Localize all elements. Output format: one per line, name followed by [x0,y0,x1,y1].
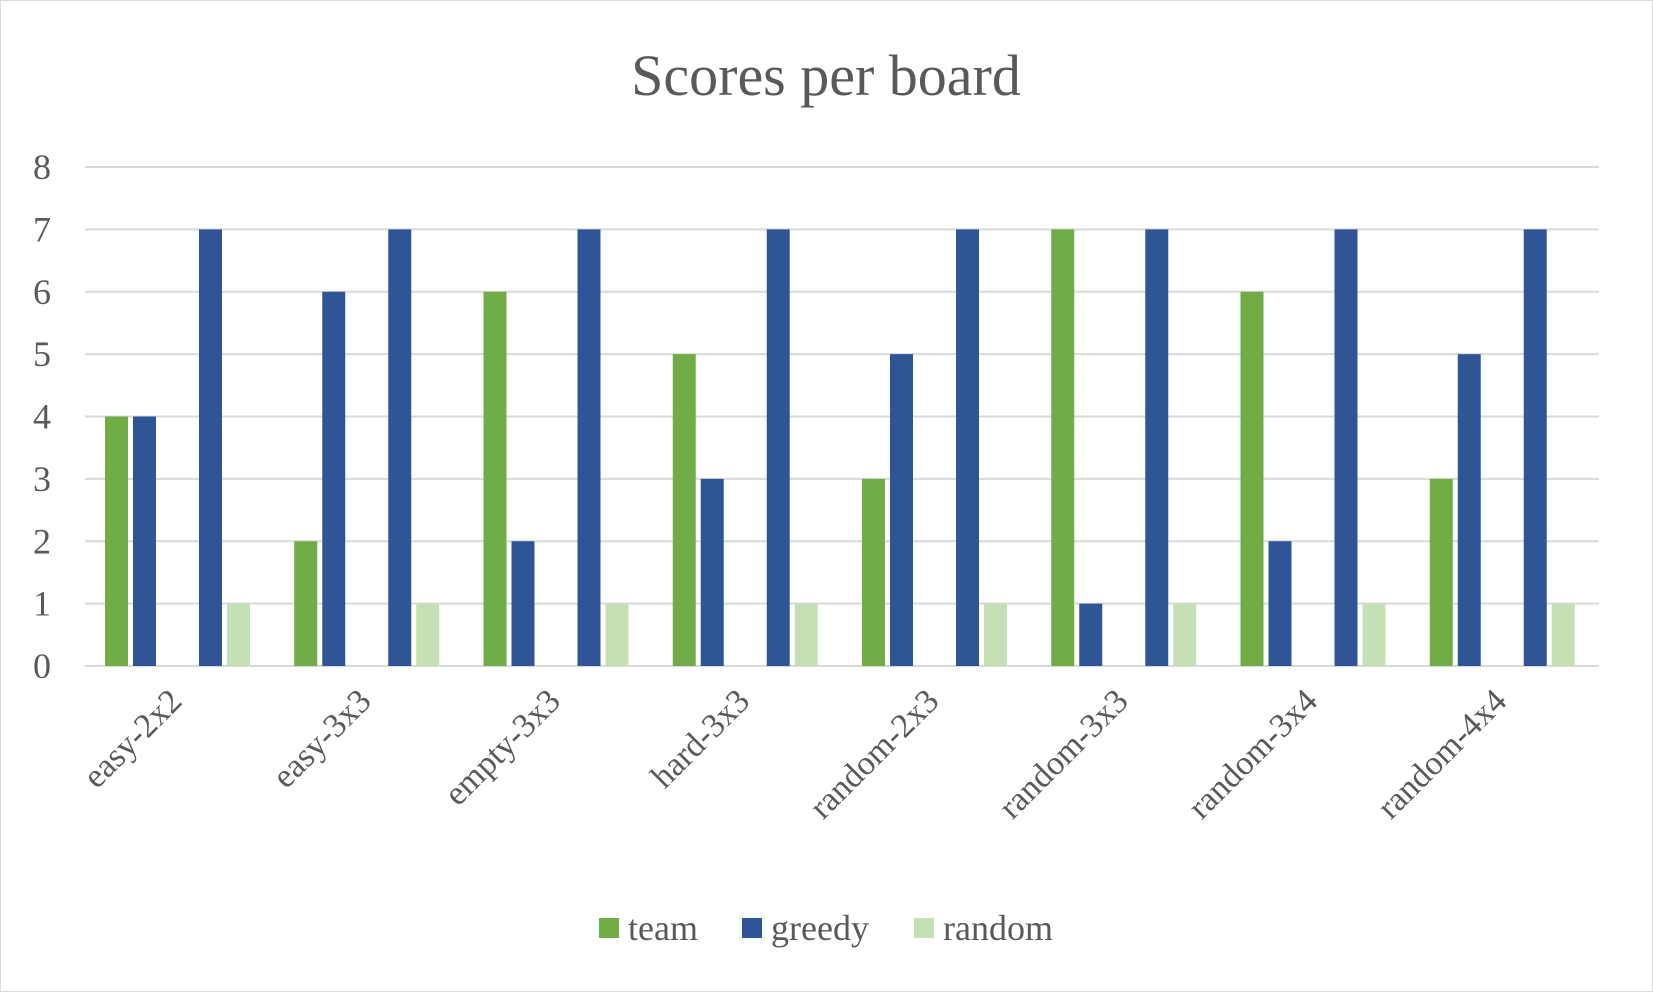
bar-greedy [1457,354,1481,666]
chart-title: Scores per board [631,43,1021,108]
bar-random [984,603,1007,666]
bar-greedy [511,541,535,666]
bar-random [1362,603,1386,666]
bar-greedy [1268,541,1292,666]
y-tick-label: 2 [33,521,51,561]
bar-team [105,416,128,666]
bar-greedy [133,416,156,666]
bar-greedy [199,229,222,666]
bar-greedy [956,229,979,666]
bar-team [1429,478,1453,666]
bar-team [862,478,885,666]
bar-team [483,291,507,666]
y-tick-label: 7 [33,209,51,249]
x-tick-label: random-3x3 [992,682,1136,826]
legend: team greedy random [599,908,1053,948]
legend-swatch [599,918,619,938]
y-tick-label: 0 [33,646,51,686]
bar-team [1240,291,1264,666]
bar-greedy [577,229,601,666]
bar-greedy [322,291,346,666]
bar-random [227,603,250,666]
legend-label: random [943,908,1053,948]
x-tick-label: empty-3x3 [437,682,567,812]
bar-team [294,541,318,666]
bar-greedy [1079,603,1103,666]
legend-swatch [742,918,762,938]
bar-greedy [700,478,724,666]
legend-swatch [914,918,934,938]
bar-random [794,603,818,666]
y-tick-label: 8 [33,147,51,187]
x-tick-label: easy-2x2 [76,682,189,795]
x-tick-label: random-2x3 [803,682,947,826]
y-tick-label: 4 [33,397,51,437]
y-tick-label: 6 [33,272,51,312]
bar-random [1173,603,1197,666]
bar-random [416,603,440,666]
bar-greedy [890,354,913,666]
x-tick-label: hard-3x3 [644,682,757,795]
bar-greedy [388,229,412,666]
legend-label: team [628,908,698,948]
x-axis-category-labels: easy-2x2 easy-3x3 empty-3x3 hard-3x3 random-… [76,682,1514,826]
bar-greedy [1334,229,1358,666]
y-tick-label: 3 [33,459,51,499]
x-tick-label: random-3x4 [1181,682,1325,826]
y-axis-tick-labels: 0 1 2 3 4 5 6 7 8 [33,147,51,686]
bar-greedy [766,229,790,666]
bar-greedy [1523,229,1547,666]
y-tick-label: 5 [33,334,51,374]
x-tick-label: easy-3x3 [266,682,379,795]
y-tick-label: 1 [33,584,51,624]
x-tick-label: random-4x4 [1370,682,1514,826]
bar-team [672,354,696,666]
bar-greedy [1145,229,1169,666]
bars [105,229,1575,666]
bar-random [1551,603,1575,666]
bar-random [605,603,629,666]
legend-label: greedy [771,908,869,948]
bar-team [1051,229,1075,666]
